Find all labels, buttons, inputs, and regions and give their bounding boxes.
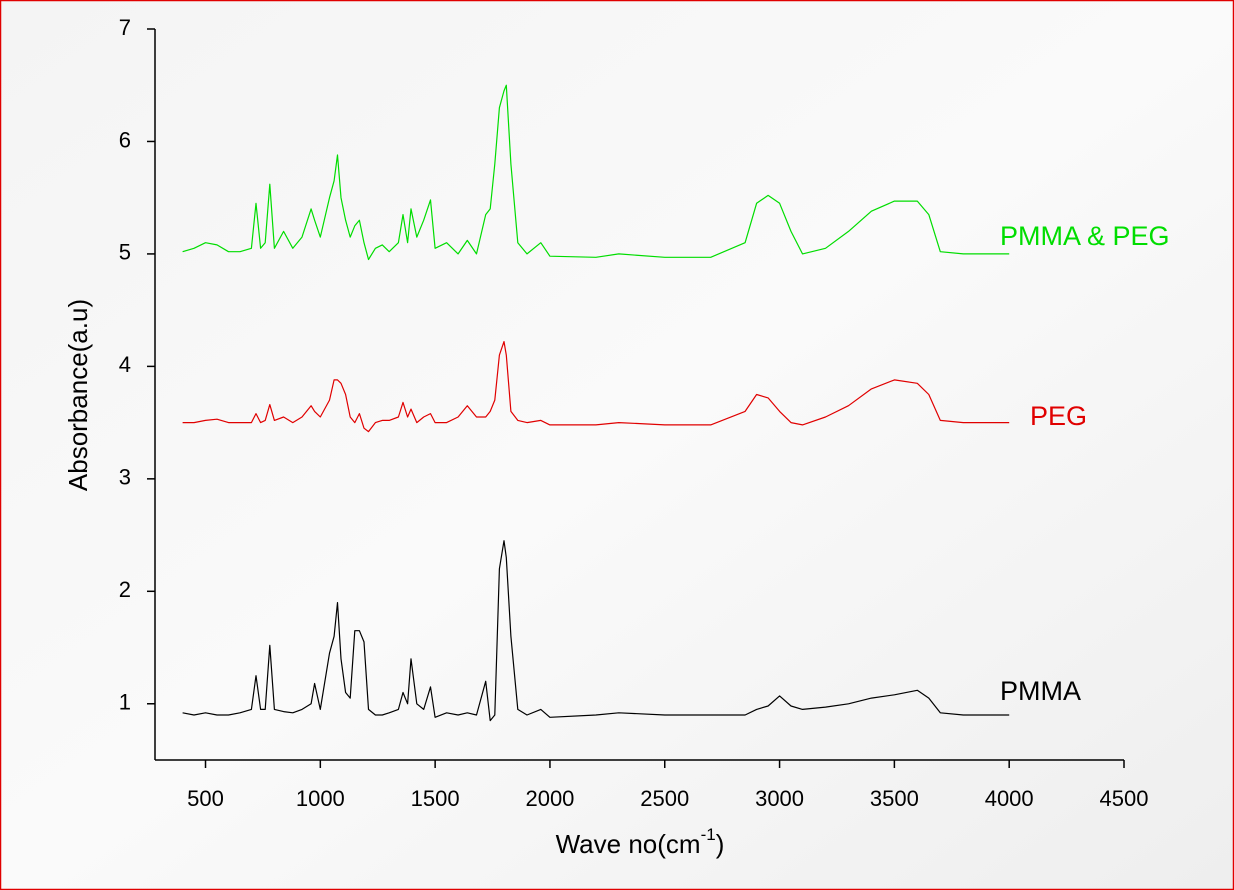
x-tick-label: 3500 bbox=[870, 786, 919, 811]
series-line bbox=[182, 341, 1010, 433]
y-tick-label: 6 bbox=[119, 127, 131, 152]
series-line bbox=[182, 84, 1010, 261]
series-label: PMMA & PEG bbox=[1000, 221, 1170, 251]
x-tick-label: 2500 bbox=[640, 786, 689, 811]
x-axis-title: Wave no(cm-1) bbox=[556, 825, 725, 858]
x-tick-label: 1500 bbox=[411, 786, 460, 811]
x-tick-label: 500 bbox=[187, 786, 224, 811]
series-label: PMMA bbox=[1000, 676, 1081, 706]
y-tick-label: 1 bbox=[119, 690, 131, 715]
x-tick-label: 3000 bbox=[755, 786, 804, 811]
y-tick-label: 5 bbox=[119, 240, 131, 265]
x-axis-title-suffix: ) bbox=[716, 829, 725, 859]
series-line bbox=[182, 540, 1010, 722]
y-tick-label: 7 bbox=[119, 15, 131, 40]
y-tick-label: 4 bbox=[119, 352, 131, 377]
x-axis-title-text: Wave no(cm bbox=[556, 829, 701, 859]
y-tick-label: 2 bbox=[119, 577, 131, 602]
y-tick-label: 3 bbox=[119, 465, 131, 490]
x-tick-label: 1000 bbox=[296, 786, 345, 811]
x-axis-title-sup: -1 bbox=[701, 825, 716, 844]
x-tick-label: 4000 bbox=[985, 786, 1034, 811]
x-tick-label: 4500 bbox=[1100, 786, 1149, 811]
series-label: PEG bbox=[1030, 401, 1087, 431]
x-tick-label: 2000 bbox=[525, 786, 574, 811]
y-axis-title: Absorbance(a.u) bbox=[63, 299, 93, 491]
